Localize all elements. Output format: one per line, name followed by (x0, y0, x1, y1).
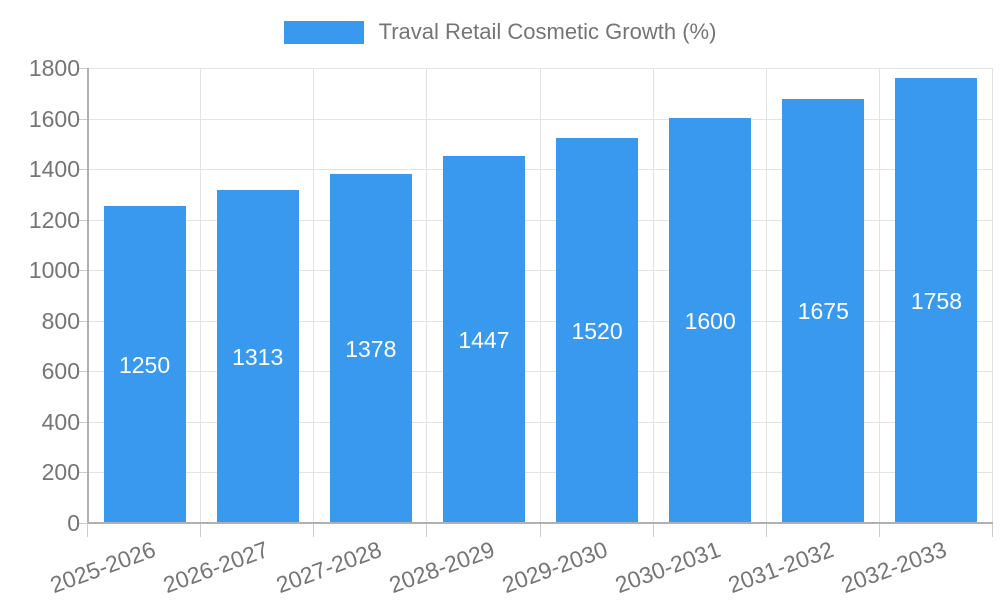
legend-swatch (283, 20, 364, 44)
y-axis-tick-label: 400 (41, 408, 80, 435)
y-axis-tick (79, 371, 88, 373)
legend-label: Traval Retail Cosmetic Growth (%) (378, 19, 717, 44)
x-axis-tick (878, 523, 880, 537)
x-axis-line (88, 522, 993, 524)
x-axis-tick (652, 523, 654, 537)
y-gridline (88, 472, 993, 474)
y-axis-tick-label: 1600 (28, 105, 80, 132)
bar (442, 156, 525, 522)
bar-value-label: 1758 (910, 287, 963, 314)
plot-area: 0 200 400 600 800 1000 1200 1400 1600 1800 1250 202… (29, 55, 993, 598)
y-axis-tick (79, 118, 88, 120)
bar (782, 98, 865, 522)
y-axis-tick-label: 1800 (28, 55, 80, 81)
y-gridline (88, 169, 993, 171)
y-axis-tick-label: 1400 (28, 156, 80, 183)
bar-value-label: 1378 (345, 335, 397, 362)
y-axis-tick (79, 320, 88, 322)
bar-value-label: 1447 (458, 327, 510, 354)
y-gridline (88, 270, 993, 272)
bar (103, 206, 186, 522)
bar (216, 190, 299, 522)
x-gridline (765, 68, 767, 523)
y-axis-tick-label: 200 (41, 459, 80, 486)
bar-value-label: 1600 (684, 307, 736, 334)
y-axis-tick-label: 1200 (28, 206, 80, 233)
y-axis-tick-label: 600 (41, 358, 80, 385)
y-axis-tick (79, 523, 88, 524)
y-axis-tick (79, 68, 88, 69)
y-gridline (88, 421, 993, 423)
x-gridline (878, 68, 880, 523)
y-axis-line (87, 68, 89, 523)
x-gridline (652, 68, 654, 523)
y-axis-tick (79, 472, 88, 474)
bar (556, 137, 639, 522)
y-gridline (88, 118, 993, 120)
x-gridline (539, 68, 541, 523)
x-axis-tick (426, 523, 428, 537)
chart-legend: Traval Retail Cosmetic Growth (%) (0, 19, 1000, 45)
bar-value-label: 1520 (571, 317, 623, 344)
bar (669, 117, 752, 522)
bar (895, 77, 978, 522)
x-gridline (313, 68, 315, 523)
x-axis-tick (87, 523, 88, 537)
y-axis-tick (79, 270, 88, 272)
bar (329, 173, 412, 522)
y-axis-tick-label: 800 (41, 307, 80, 334)
x-gridline (426, 68, 428, 523)
x-gridline (200, 68, 202, 523)
bar-value-label: 1313 (232, 344, 284, 371)
y-gridline (88, 371, 993, 373)
x-gridline (992, 68, 993, 523)
y-axis-tick-label: 0 (67, 510, 80, 536)
x-axis-tick (539, 523, 541, 537)
y-gridline (88, 68, 993, 69)
bar-value-label: 1250 (118, 352, 171, 378)
y-gridline (88, 219, 993, 221)
y-axis-tick (79, 219, 88, 221)
x-axis-tick (313, 523, 315, 537)
x-axis-tick (765, 523, 767, 537)
x-axis-tick (200, 523, 202, 537)
y-axis-tick-label: 1000 (28, 257, 80, 284)
y-axis-tick (79, 421, 88, 423)
y-axis-tick (79, 169, 88, 171)
y-gridline (88, 320, 993, 322)
bar-value-label: 1675 (797, 298, 849, 325)
x-axis-tick (992, 523, 993, 537)
